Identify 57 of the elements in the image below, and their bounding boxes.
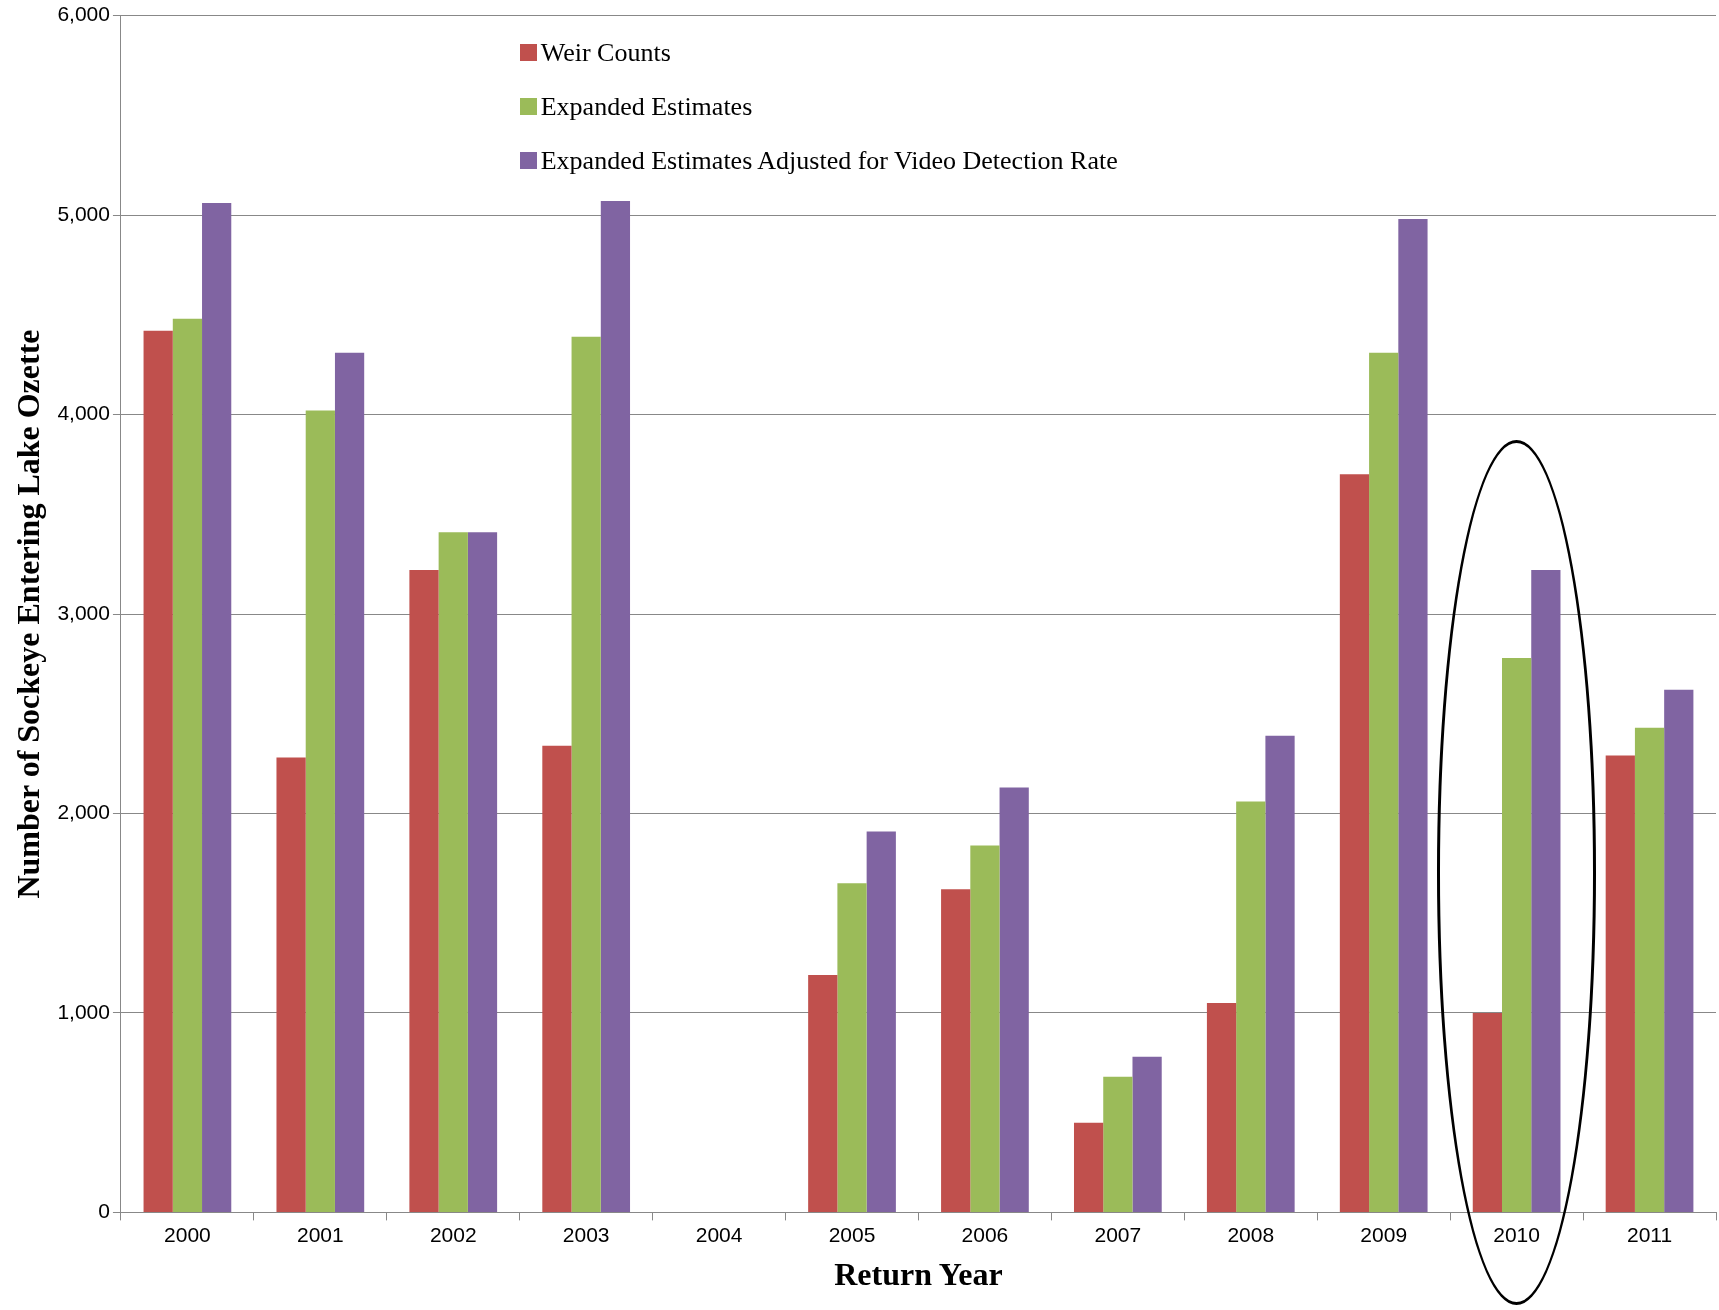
bar — [808, 975, 838, 1212]
bar — [1339, 474, 1370, 1212]
bar — [970, 845, 1000, 1212]
bar — [999, 787, 1029, 1212]
x-tick-label: 2006 — [961, 1222, 1009, 1246]
bar — [1236, 801, 1266, 1212]
y-tick-label: 2,000 — [57, 800, 110, 824]
x-tick-label: 2011 — [1626, 1222, 1673, 1246]
legend-label: Expanded Estimates Adjusted for Video Detection Rate — [540, 145, 1118, 176]
bar — [1531, 570, 1561, 1212]
x-tick-label: 2000 — [164, 1222, 211, 1246]
bar — [334, 352, 365, 1212]
y-tick-label: 5,000 — [57, 201, 110, 225]
bar — [1398, 219, 1428, 1212]
x-tick-label: 2008 — [1227, 1222, 1275, 1246]
x-tick-label: 2002 — [429, 1222, 477, 1246]
bar — [1472, 1012, 1502, 1212]
bar — [1103, 1076, 1133, 1212]
bar — [941, 889, 971, 1212]
bar — [143, 330, 173, 1212]
bar — [172, 318, 203, 1212]
bar — [1605, 755, 1635, 1212]
legend-label: Expanded Estimates — [540, 91, 753, 122]
y-tick-label: 4,000 — [57, 401, 110, 425]
bar — [1634, 727, 1665, 1212]
y-tick-label: 3,000 — [57, 600, 110, 624]
y-tick-label: 0 — [98, 1199, 110, 1223]
bar — [542, 745, 572, 1212]
bar — [276, 757, 306, 1212]
bar — [305, 410, 335, 1212]
bar — [409, 570, 439, 1212]
y-axis-title: Number of Sockeye Entering Lake Ozette — [10, 329, 47, 899]
x-tick-label: 2005 — [828, 1222, 876, 1246]
bar — [600, 201, 631, 1212]
bar — [1073, 1122, 1104, 1212]
x-tick-label: 2001 — [296, 1222, 344, 1246]
x-axis-title: Return Year — [834, 1256, 1003, 1293]
bar — [837, 883, 867, 1212]
bar — [1502, 657, 1532, 1212]
bar — [202, 203, 232, 1212]
x-tick-label: 2004 — [695, 1222, 743, 1246]
bar — [1664, 689, 1694, 1212]
bar — [1369, 352, 1399, 1212]
bar — [1132, 1056, 1162, 1212]
x-tick-label: 2009 — [1360, 1222, 1408, 1246]
y-tick-label: 1,000 — [57, 999, 110, 1023]
legend-label: Weir Counts — [540, 37, 671, 68]
x-tick-label: 2007 — [1094, 1222, 1142, 1246]
bar — [1206, 1002, 1237, 1212]
bar — [571, 336, 601, 1212]
bar — [866, 831, 896, 1212]
y-tick-label: 6,000 — [57, 2, 110, 26]
bar — [438, 532, 468, 1212]
x-tick-label: 2003 — [562, 1222, 610, 1246]
bar — [1265, 735, 1295, 1212]
x-tick-label: 2010 — [1493, 1222, 1540, 1246]
bar — [467, 532, 498, 1212]
